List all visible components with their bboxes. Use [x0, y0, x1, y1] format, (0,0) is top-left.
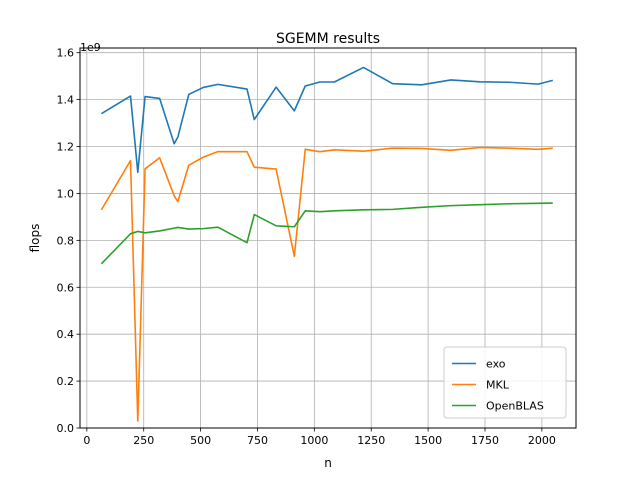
y-tick-label: 1.0 [57, 187, 75, 200]
axis-ticks: 0 250 500 750 1000 1250 1500 1750 2000 0.0 0.2 0.4 0… [57, 47, 556, 447]
y-tick-label: 0.8 [57, 234, 75, 247]
x-tick-label: 250 [133, 434, 154, 447]
x-tick-label: 500 [190, 434, 211, 447]
x-tick-label: 1750 [471, 434, 499, 447]
x-tick-label: 1000 [300, 434, 328, 447]
chart-title: SGEMM results [276, 31, 380, 47]
series-line-openblas [100, 202, 553, 265]
legend-label-openblas: OpenBLAS [486, 400, 544, 413]
series-line-mkl [100, 146, 553, 422]
x-axis-label: n [324, 456, 332, 470]
x-tick-label: 1250 [357, 434, 385, 447]
x-tick-label: 750 [247, 434, 268, 447]
y-tick-label: 1.6 [57, 47, 75, 60]
x-tick-label: 0 [83, 434, 90, 447]
legend: exo MKL OpenBLAS [443, 346, 567, 419]
y-offset-label: 1e9 [80, 41, 101, 54]
y-tick-label: 0.2 [57, 375, 75, 388]
y-tick-label: 1.2 [57, 141, 75, 154]
series-line-exo [100, 66, 553, 174]
y-tick-label: 0.6 [57, 281, 75, 294]
y-axis-label: flops [28, 224, 42, 253]
y-tick-label: 1.4 [57, 94, 75, 107]
legend-label-exo: exo [486, 358, 506, 371]
x-tick-label: 1500 [414, 434, 442, 447]
legend-box [443, 346, 567, 419]
y-tick-label: 0.4 [57, 328, 75, 341]
legend-label-mkl: MKL [486, 379, 510, 392]
plot-frame [79, 47, 577, 429]
y-tick-label: 0.0 [57, 422, 75, 435]
x-tick-label: 2000 [528, 434, 556, 447]
series-group [100, 66, 553, 422]
